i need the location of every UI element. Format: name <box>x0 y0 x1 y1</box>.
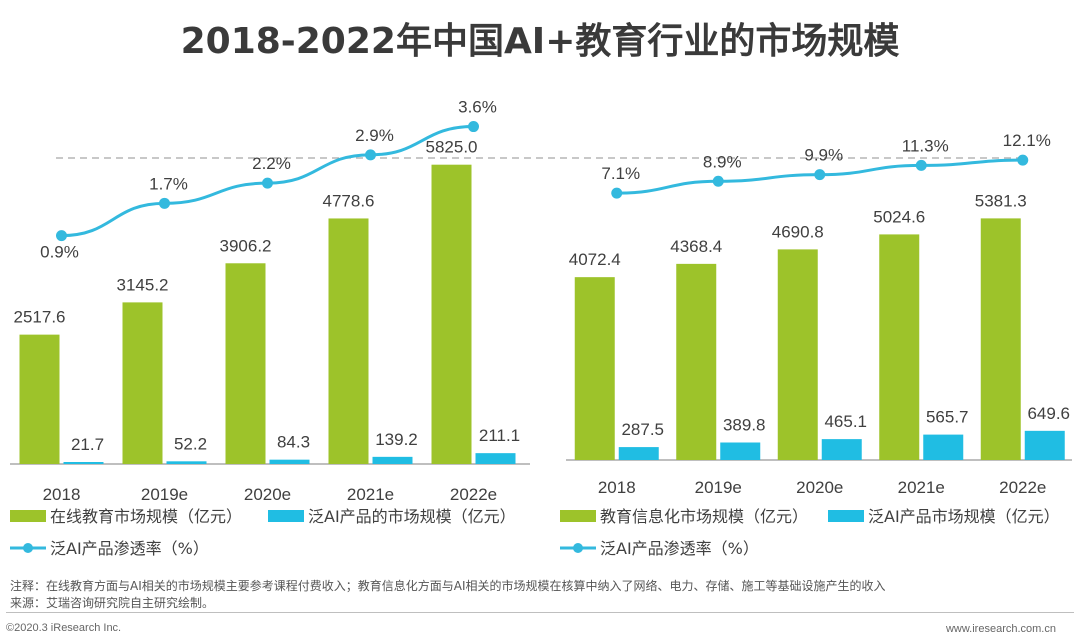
bar-ai-1-2022e <box>475 453 516 464</box>
penetration-label-1-2021e: 2.9% <box>355 126 394 145</box>
bar-ai-2-2020e <box>821 439 862 460</box>
penetration-point-2-2022e <box>1017 154 1029 166</box>
bar-main-1-2018 <box>19 334 60 464</box>
x-tick-1-2019e: 2019e <box>141 485 188 504</box>
penetration-label-2-2018: 7.1% <box>601 164 640 183</box>
bar-ai-2-2019e <box>720 442 761 460</box>
legend-label-line-1: 泛AI产品渗透率（%） <box>50 539 209 558</box>
bar-main-1-2022e <box>431 164 472 464</box>
bar-main-label-2-2019e: 4368.4 <box>670 237 722 256</box>
bar-main-2-2018 <box>574 277 615 460</box>
bar-ai-1-2018 <box>63 462 104 464</box>
legend-label-line-2: 泛AI产品渗透率（%） <box>600 539 759 558</box>
bar-ai-label-1-2018: 21.7 <box>71 435 104 454</box>
footnote: 注释：在线教育方面与AI相关的市场规模主要参考课程付费收入；教育信息化方面与AI… <box>10 579 886 593</box>
copyright: ©2020.3 iResearch Inc. <box>6 622 122 634</box>
penetration-label-2-2020e: 9.9% <box>804 146 843 165</box>
bar-ai-label-2-2022e: 649.6 <box>1027 404 1070 423</box>
bar-main-label-1-2018: 2517.6 <box>14 308 66 327</box>
legend-swatch-main-1 <box>10 510 46 522</box>
penetration-point-1-2020e <box>262 177 273 189</box>
website-link[interactable]: www.iresearch.com.cn <box>945 623 1056 635</box>
penetration-label-1-2020e: 2.2% <box>252 154 291 173</box>
bar-ai-label-1-2022e: 211.1 <box>479 426 520 445</box>
x-tick-2-2018: 2018 <box>598 478 636 497</box>
source-note: 来源：艾瑞咨询研究院自主研究绘制。 <box>10 596 215 610</box>
x-tick-1-2021e: 2021e <box>347 485 394 504</box>
bar-ai-label-2-2018: 287.5 <box>621 420 664 439</box>
bar-ai-label-2-2019e: 389.8 <box>723 415 766 434</box>
penetration-label-1-2019e: 1.7% <box>149 174 188 193</box>
legend-label-ai-2: 泛AI产品市场规模（亿元） <box>868 507 1060 526</box>
penetration-point-1-2021e <box>365 149 376 161</box>
penetration-point-2-2018 <box>611 187 623 199</box>
bar-main-label-2-2018: 4072.4 <box>569 250 621 269</box>
x-tick-2-2022e: 2022e <box>999 478 1046 497</box>
bar-ai-label-2-2020e: 465.1 <box>824 412 867 431</box>
bar-main-label-2-2022e: 5381.3 <box>975 191 1027 210</box>
legend-line-marker-2 <box>573 543 583 553</box>
penetration-point-1-2022e <box>468 121 479 133</box>
bar-main-label-1-2019e: 3145.2 <box>117 275 169 294</box>
bar-ai-2-2021e <box>923 434 964 460</box>
bar-main-1-2021e <box>328 218 369 464</box>
bar-main-label-2-2021e: 5024.6 <box>873 207 925 226</box>
x-tick-2-2020e: 2020e <box>796 478 843 497</box>
bar-ai-label-1-2021e: 139.2 <box>375 430 418 449</box>
penetration-point-2-2019e <box>712 175 724 187</box>
bar-main-2-2021e <box>879 234 920 460</box>
page-title: 2018-2022年中国AI+教育行业的市场规模 <box>180 21 900 62</box>
legend-line-marker-1 <box>23 543 33 553</box>
legend-swatch-main-2 <box>560 510 596 522</box>
bar-ai-1-2020e <box>269 459 310 464</box>
penetration-point-1-2019e <box>159 197 170 209</box>
x-tick-1-2020e: 2020e <box>244 485 291 504</box>
bar-main-label-1-2021e: 4778.6 <box>323 191 375 210</box>
bar-main-2-2022e <box>980 218 1021 460</box>
legend-label-main-1: 在线教育市场规模（亿元） <box>50 507 242 526</box>
bar-main-label-2-2020e: 4690.8 <box>772 222 824 241</box>
penetration-label-2-2019e: 8.9% <box>703 152 742 171</box>
penetration-point-1-2018 <box>56 230 67 242</box>
bar-main-2-2019e <box>676 263 717 460</box>
bar-ai-label-1-2020e: 84.3 <box>277 433 310 452</box>
x-tick-1-2022e: 2022e <box>450 485 497 504</box>
bar-ai-1-2019e <box>166 461 207 464</box>
footer-divider <box>6 612 1074 613</box>
x-tick-2-2019e: 2019e <box>695 478 742 497</box>
bar-ai-1-2021e <box>372 456 413 464</box>
bar-main-label-1-2020e: 3906.2 <box>220 236 272 255</box>
bar-ai-2-2022e <box>1024 430 1065 460</box>
bar-ai-label-2-2021e: 565.7 <box>926 408 969 427</box>
penetration-label-1-2022e: 3.6% <box>458 98 497 117</box>
legend-label-main-2: 教育信息化市场规模（亿元） <box>600 507 808 526</box>
bar-main-label-1-2022e: 5825.0 <box>426 138 478 157</box>
x-tick-1-2018: 2018 <box>43 485 81 504</box>
penetration-point-2-2021e <box>915 159 927 171</box>
legend-swatch-ai-1 <box>268 510 304 522</box>
legend-label-ai-1: 泛AI产品的市场规模（亿元） <box>308 507 516 526</box>
bar-main-2-2020e <box>777 249 818 460</box>
penetration-label-2-2021e: 11.3% <box>902 136 949 155</box>
bar-main-1-2020e <box>225 263 266 464</box>
legend-swatch-ai-2 <box>828 510 864 522</box>
penetration-label-2-2022e: 12.1% <box>1003 131 1051 150</box>
bar-ai-label-1-2019e: 52.2 <box>174 434 207 453</box>
bar-main-1-2019e <box>122 302 163 464</box>
penetration-point-2-2020e <box>814 169 826 181</box>
bar-ai-2-2018 <box>618 447 659 460</box>
penetration-label-1-2018: 0.9% <box>40 243 79 262</box>
x-tick-2-2021e: 2021e <box>898 478 945 497</box>
